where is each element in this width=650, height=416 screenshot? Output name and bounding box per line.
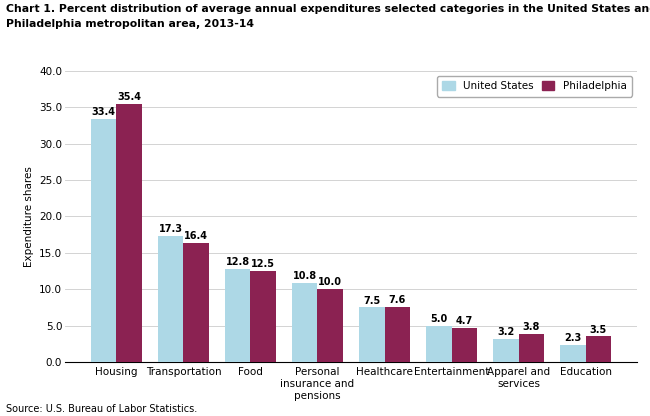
Legend: United States, Philadelphia: United States, Philadelphia bbox=[437, 76, 632, 97]
Text: 12.5: 12.5 bbox=[251, 259, 275, 269]
Text: 3.2: 3.2 bbox=[497, 327, 514, 337]
Bar bbox=[452, 328, 477, 362]
Text: Source: U.S. Bureau of Labor Statistics.: Source: U.S. Bureau of Labor Statistics. bbox=[6, 404, 198, 414]
Bar bbox=[586, 337, 611, 362]
Bar bbox=[426, 325, 452, 362]
Text: 5.0: 5.0 bbox=[430, 314, 447, 324]
Bar bbox=[292, 283, 317, 362]
Bar bbox=[493, 339, 519, 362]
Text: 10.8: 10.8 bbox=[292, 272, 317, 282]
Bar bbox=[359, 307, 385, 362]
Bar bbox=[183, 243, 209, 362]
Text: 3.5: 3.5 bbox=[590, 324, 607, 334]
Text: 17.3: 17.3 bbox=[159, 224, 183, 234]
Bar bbox=[385, 307, 410, 362]
Text: 7.5: 7.5 bbox=[363, 295, 380, 305]
Bar bbox=[317, 289, 343, 362]
Bar bbox=[225, 269, 250, 362]
Bar bbox=[116, 104, 142, 362]
Text: Chart 1. Percent distribution of average annual expenditures selected categories: Chart 1. Percent distribution of average… bbox=[6, 4, 650, 14]
Y-axis label: Expenditure shares: Expenditure shares bbox=[23, 166, 34, 267]
Bar bbox=[250, 271, 276, 362]
Text: 12.8: 12.8 bbox=[226, 257, 250, 267]
Bar bbox=[560, 345, 586, 362]
Text: 3.8: 3.8 bbox=[523, 322, 540, 332]
Bar bbox=[158, 236, 183, 362]
Bar bbox=[91, 119, 116, 362]
Text: 4.7: 4.7 bbox=[456, 316, 473, 326]
Text: 7.6: 7.6 bbox=[389, 295, 406, 305]
Text: 16.4: 16.4 bbox=[184, 231, 208, 241]
Text: 33.4: 33.4 bbox=[92, 107, 116, 117]
Bar bbox=[519, 334, 544, 362]
Text: 35.4: 35.4 bbox=[117, 92, 141, 102]
Text: 2.3: 2.3 bbox=[564, 333, 582, 343]
Text: 10.0: 10.0 bbox=[318, 277, 343, 287]
Text: Philadelphia metropolitan area, 2013-14: Philadelphia metropolitan area, 2013-14 bbox=[6, 19, 255, 29]
